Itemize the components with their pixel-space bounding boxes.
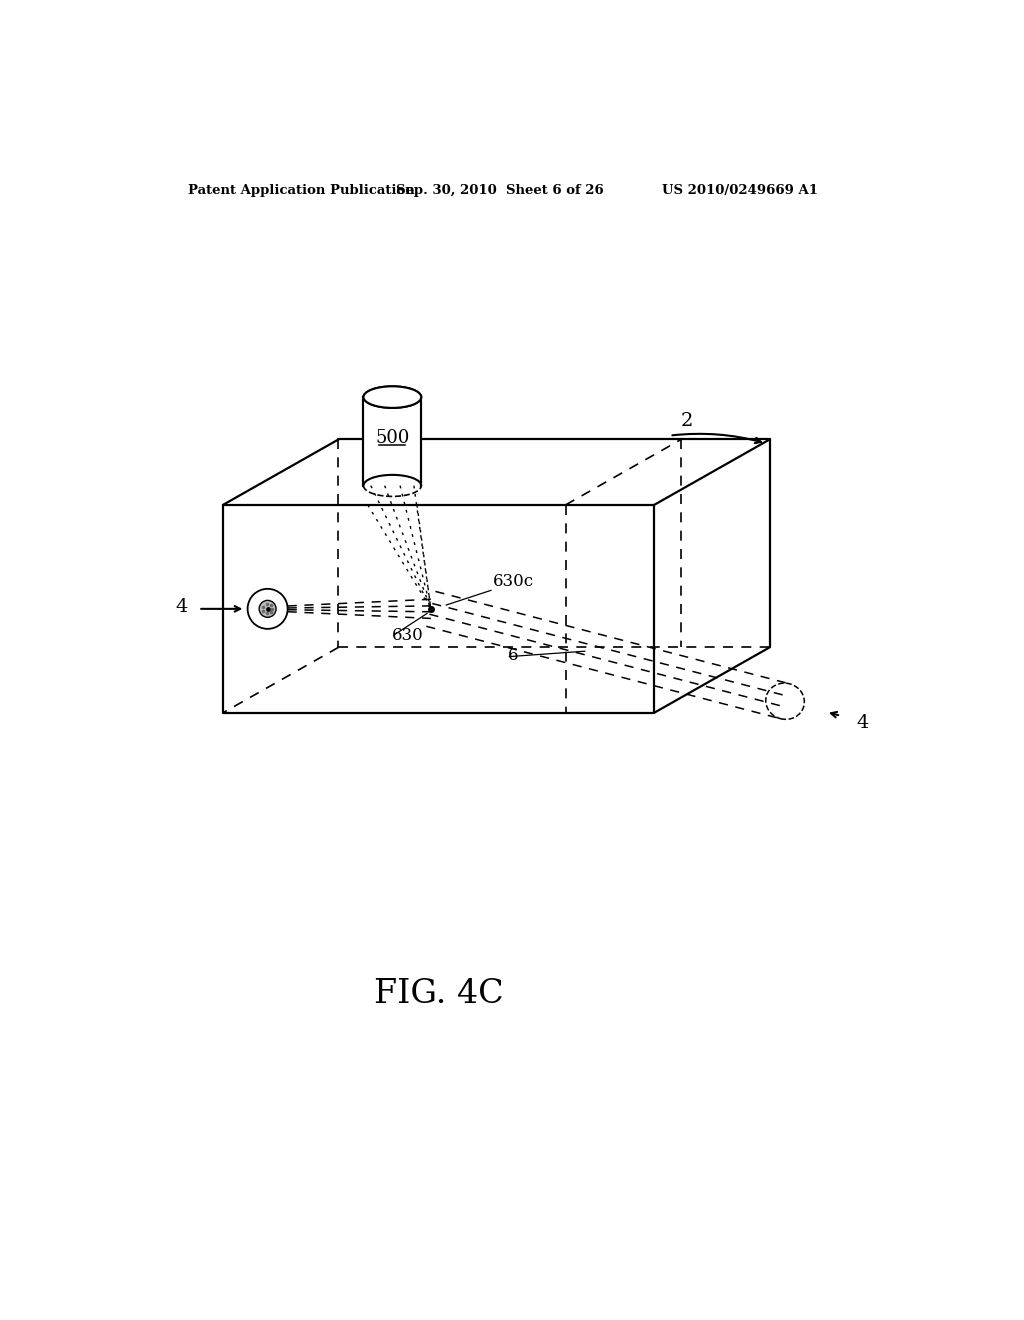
Text: 4: 4 bbox=[856, 714, 868, 731]
Text: 630c: 630c bbox=[493, 573, 534, 590]
Circle shape bbox=[248, 589, 288, 628]
Text: 500: 500 bbox=[375, 429, 410, 446]
Text: Patent Application Publication: Patent Application Publication bbox=[188, 185, 415, 197]
Text: FIG. 4C: FIG. 4C bbox=[374, 978, 504, 1010]
Ellipse shape bbox=[364, 387, 421, 408]
Text: Sep. 30, 2010  Sheet 6 of 26: Sep. 30, 2010 Sheet 6 of 26 bbox=[396, 185, 604, 197]
Text: 630: 630 bbox=[392, 627, 424, 644]
Ellipse shape bbox=[364, 387, 421, 408]
Text: 4: 4 bbox=[176, 598, 188, 616]
Text: 2: 2 bbox=[681, 412, 693, 430]
Text: 6: 6 bbox=[508, 647, 518, 664]
Polygon shape bbox=[364, 397, 421, 486]
Circle shape bbox=[259, 601, 276, 618]
Text: US 2010/0249669 A1: US 2010/0249669 A1 bbox=[662, 185, 818, 197]
